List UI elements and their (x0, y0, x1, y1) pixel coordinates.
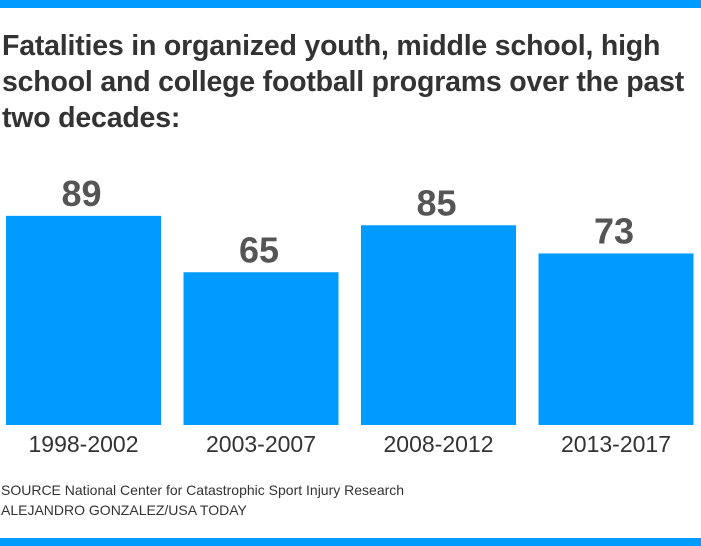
chart-title: Fatalities in organized youth, middle sc… (2, 30, 685, 134)
value-labels-layer: 89 65 85 73 (61, 173, 634, 270)
bar-2008-2012 (361, 225, 516, 425)
bar-2013-2017 (538, 253, 694, 425)
category-label-1998-2002: 1998-2002 (29, 431, 139, 457)
credit-line: ALEJANDRO GONZALEZ/USA TODAY (1, 502, 247, 518)
value-label-2003-2007: 65 (239, 229, 279, 270)
credits: SOURCE National Center for Catastrophic … (1, 480, 691, 520)
value-label-1998-2002: 89 (61, 173, 101, 214)
value-label-2008-2012: 85 (416, 182, 456, 223)
category-labels-layer: 1998-2002 2003-2007 2008-2012 2013-2017 (29, 431, 672, 457)
bars-layer (6, 215, 694, 425)
category-label-2008-2012: 2008-2012 (384, 431, 494, 457)
bar-2003-2007 (183, 272, 339, 425)
bottom-accent-rule (0, 538, 701, 546)
category-label-2003-2007: 2003-2007 (206, 431, 316, 457)
top-accent-rule (0, 0, 701, 8)
category-label-2013-2017: 2013-2017 (561, 431, 671, 457)
bar-1998-2002 (6, 215, 161, 425)
source-note: SOURCE National Center for Catastrophic … (1, 482, 405, 498)
value-label-2013-2017: 73 (594, 210, 634, 251)
